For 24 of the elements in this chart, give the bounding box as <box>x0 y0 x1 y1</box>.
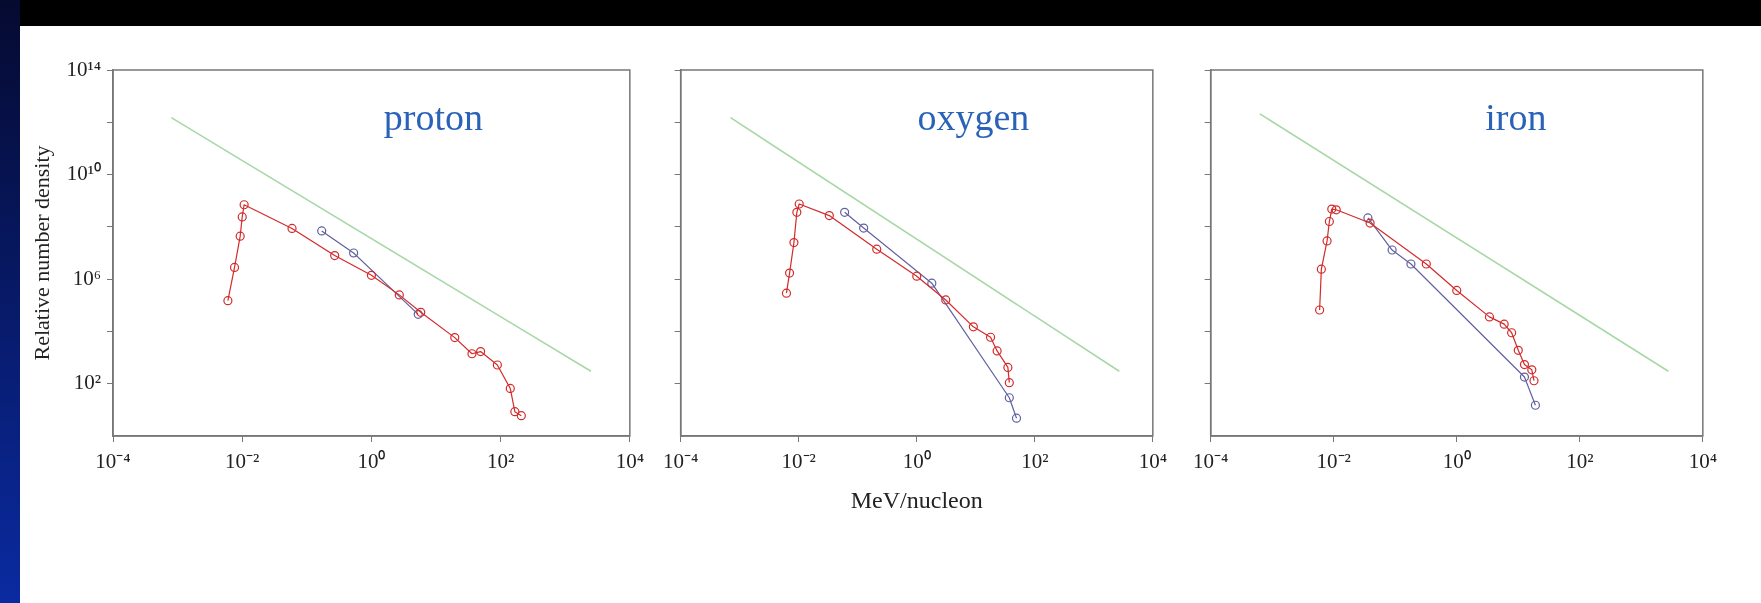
x-tick-label: 10⁰ <box>902 449 931 474</box>
annotation: proton <box>383 96 484 138</box>
x-tick-label: 10⁻⁴ <box>95 449 131 474</box>
x-tick-label: 10⁻⁴ <box>1193 449 1229 474</box>
y-tick-label: 10² <box>73 370 102 395</box>
x-tick-label: 10⁰ <box>357 449 386 474</box>
y-axis-title: Relative number density <box>28 145 54 361</box>
y-tick-label: 10¹⁰ <box>66 161 102 186</box>
x-tick-label: 10² <box>486 449 515 474</box>
x-tick-label: 10⁴ <box>1688 449 1717 474</box>
x-tick-label: 10² <box>1021 449 1049 474</box>
x-tick-label: 10² <box>1566 449 1594 474</box>
x-tick-label: 10⁴ <box>1138 449 1167 474</box>
x-tick-label: 10⁰ <box>1442 449 1471 474</box>
x-tick-label: 10⁴ <box>615 449 644 474</box>
annotation: oxygen <box>917 96 1030 138</box>
annotation: iron <box>1485 96 1547 138</box>
x-tick-label: 10⁻² <box>1316 449 1351 474</box>
y-tick-label: 10¹⁴ <box>66 56 102 81</box>
x-tick-label: 10⁻⁴ <box>663 449 699 474</box>
y-tick-label: 10⁶ <box>72 265 102 290</box>
x-tick-label: 10⁻² <box>781 449 816 474</box>
x-axis-title: MeV/nucleon <box>850 486 983 513</box>
x-tick-label: 10⁻² <box>225 449 260 474</box>
